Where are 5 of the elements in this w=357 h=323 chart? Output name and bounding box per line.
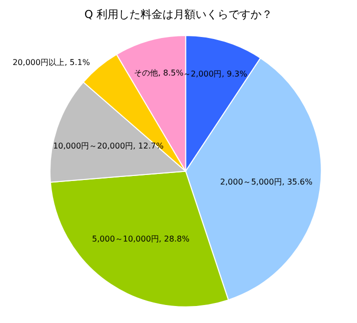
chart-title: Q 利用した料金は月額いくらですか？: [84, 8, 273, 21]
slice-label: その他, 8.5%: [134, 68, 184, 78]
slice-label: 2,000～5,000円, 35.6%: [220, 177, 313, 186]
slice-label: 5,000～10,000円, 28.8%: [92, 234, 190, 244]
slice-label: 20,000円以上, 5.1%: [12, 58, 90, 67]
